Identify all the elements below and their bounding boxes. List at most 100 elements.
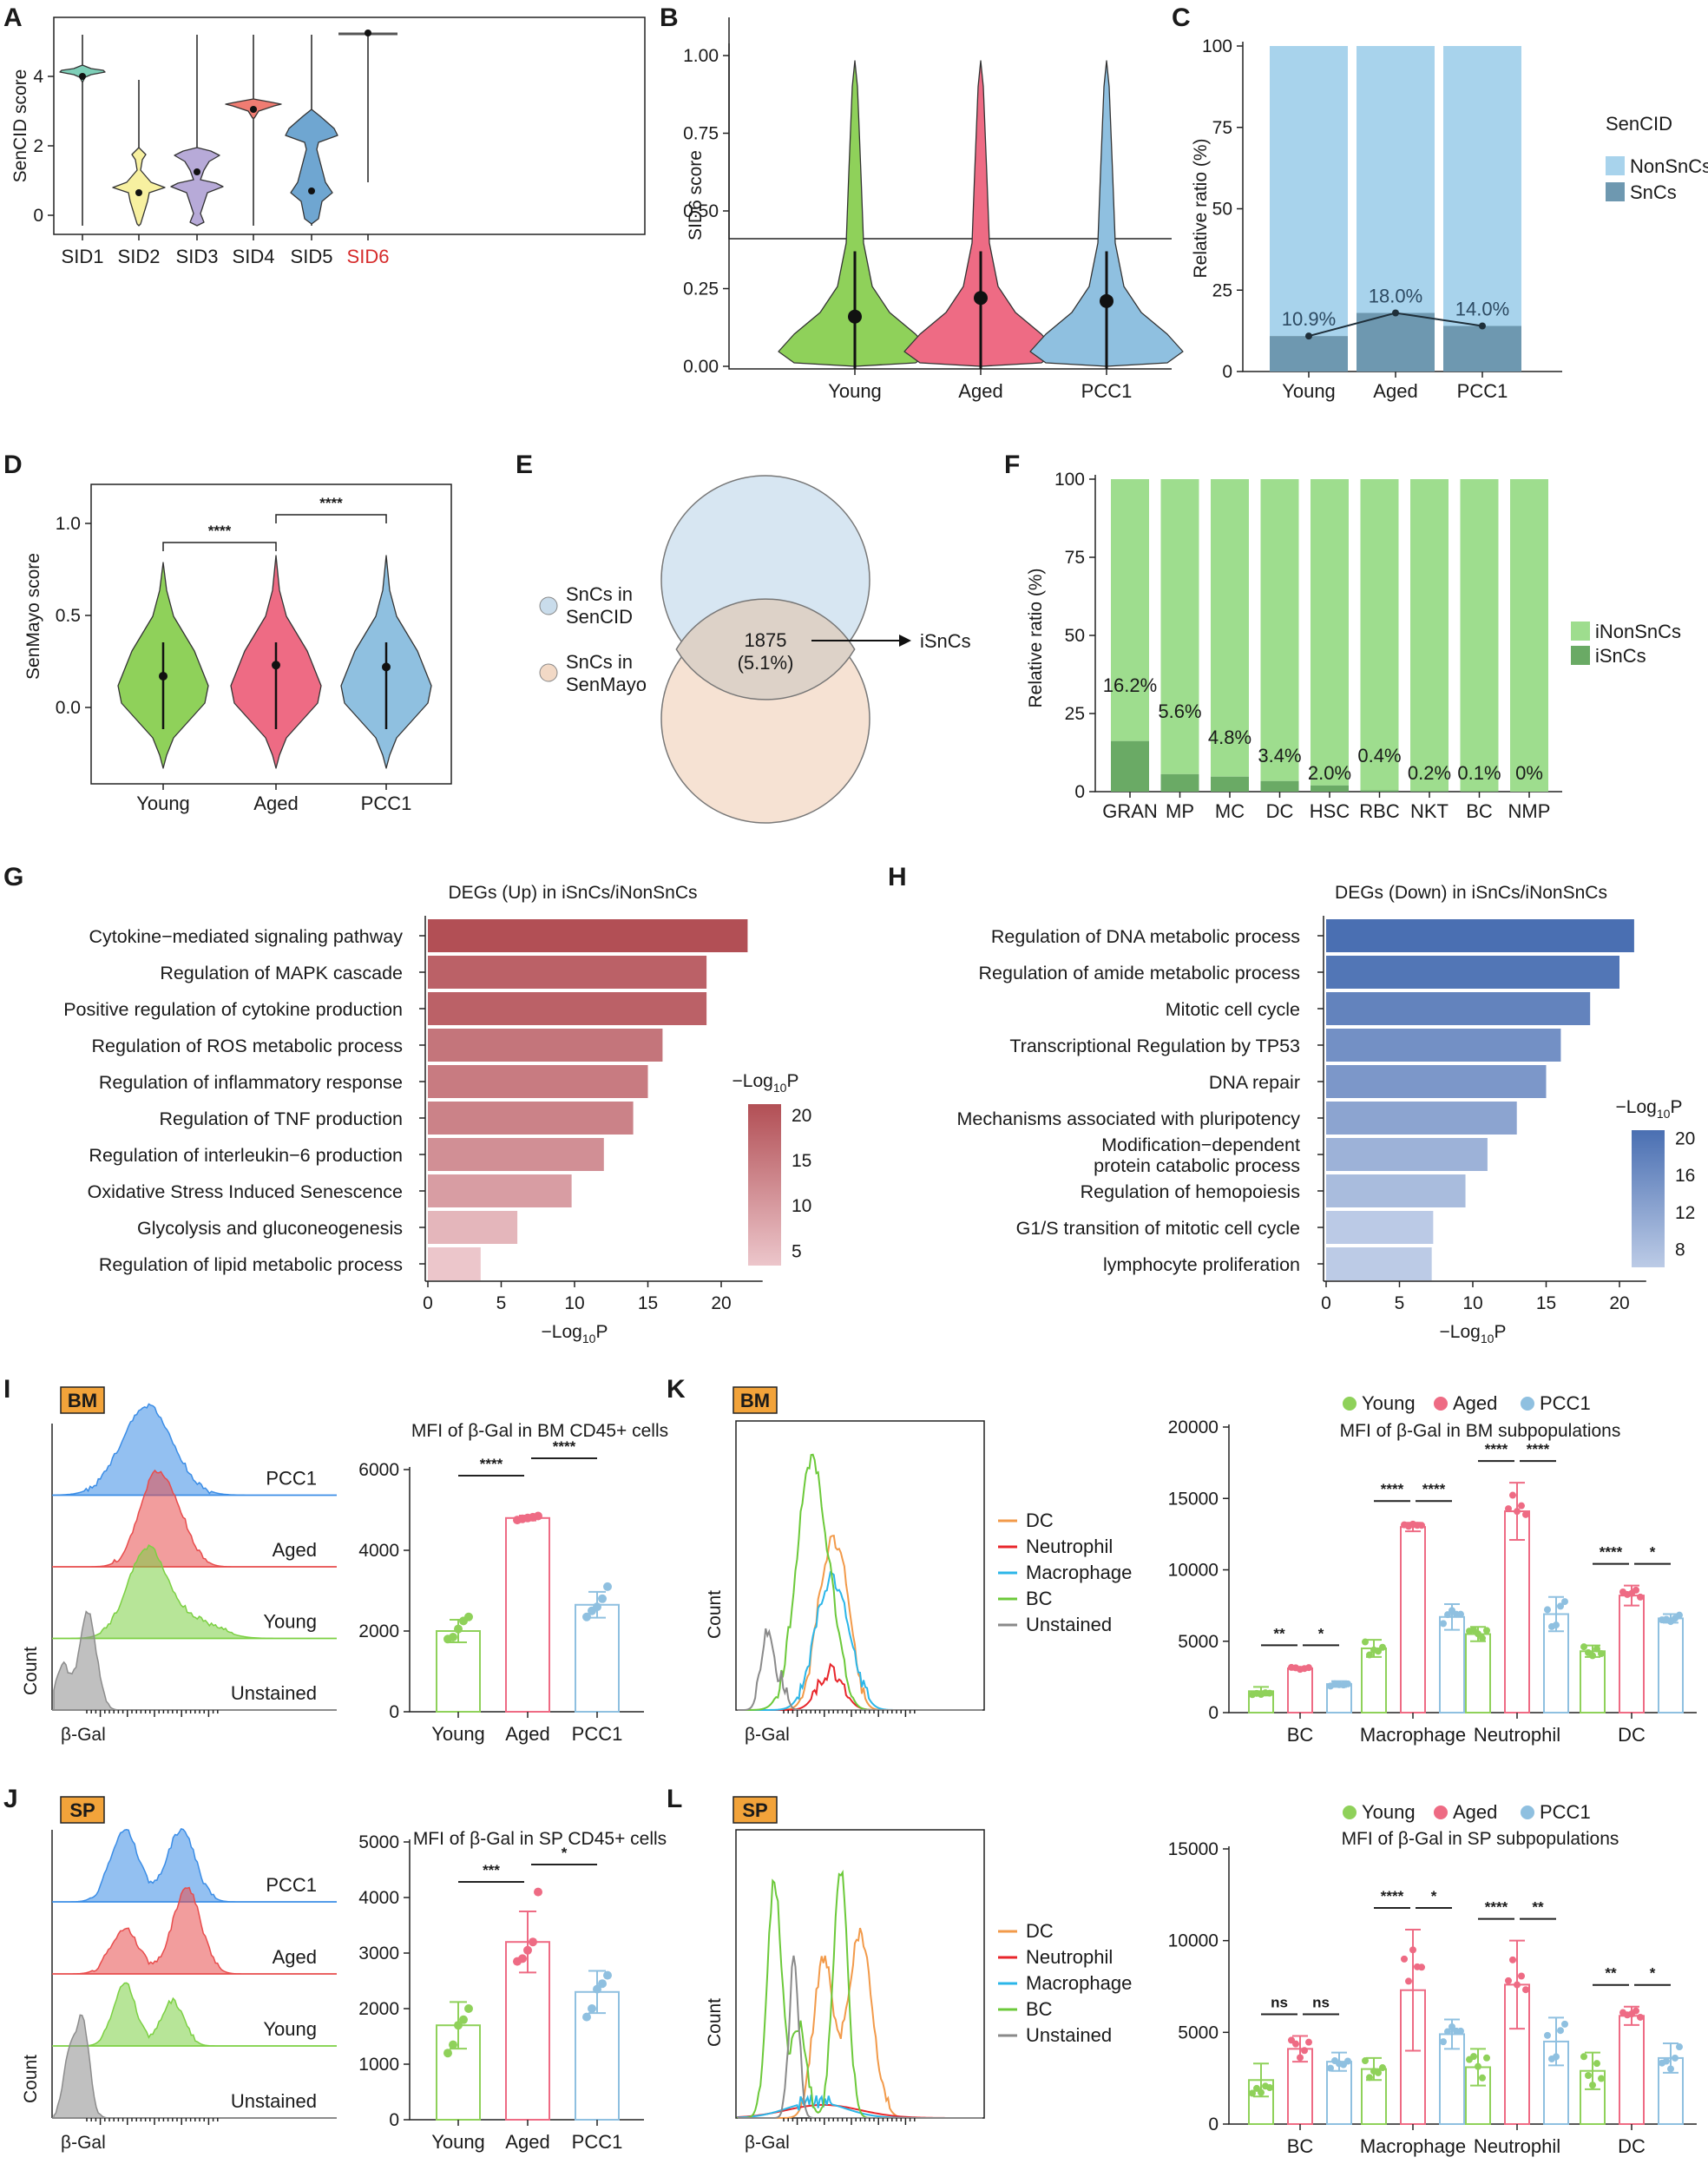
panel-b-category: Aged xyxy=(958,380,1002,402)
legend-swatch-inonsncs xyxy=(1571,622,1590,641)
panel-k-frame xyxy=(735,1420,985,1711)
panel-k-data-point xyxy=(1632,1586,1639,1594)
panel-k-y-tick-label: 0 xyxy=(1208,1703,1219,1723)
panel-b-y-tick-label: 0.50 xyxy=(683,201,719,221)
panel-j-y-tick-label: 2000 xyxy=(358,1999,399,2019)
panel-l-data-point xyxy=(1518,1972,1525,1980)
panel-j-title: MFI of β-Gal in SP CD45+ cells xyxy=(413,1829,667,1849)
venn-legend-senmayo-line2: SenMayo xyxy=(566,674,647,695)
panel-l-data-point xyxy=(1544,2031,1551,2039)
panel-j-data-point xyxy=(603,1970,612,1980)
violin-median xyxy=(194,168,200,175)
term-label: Regulation of amide metabolic process xyxy=(979,963,1300,983)
panel-l-data-point xyxy=(1344,2057,1351,2065)
bar-inonsncs xyxy=(1410,479,1449,792)
panel-k-sig-label: ** xyxy=(1273,1625,1285,1641)
panel-j-data-point xyxy=(449,2040,457,2049)
term-label: Glycolysis and gluconeogenesis xyxy=(137,1218,403,1239)
panel-i-sig-2-label: **** xyxy=(553,1438,576,1455)
panel-h-x-tick-label: 20 xyxy=(1609,1293,1629,1313)
panel-l-data-point xyxy=(1514,1981,1521,1989)
panel-l-data-point xyxy=(1553,2053,1560,2061)
panel-j-data-point xyxy=(518,1954,527,1963)
panel-k-y-tick-label: 15000 xyxy=(1168,1489,1219,1509)
panel-j-hist-label: Unstained xyxy=(231,2090,317,2112)
panel-l-legend-label: Aged xyxy=(1453,1801,1497,1823)
panel-a-y-tick-label: 4 xyxy=(33,67,43,87)
legend-label-sncs: SnCs xyxy=(1630,181,1677,203)
panel-h-colorbar xyxy=(1632,1130,1665,1267)
panel-k-sig-label: **** xyxy=(1422,1481,1446,1497)
panel-k-data-point xyxy=(1362,1638,1369,1646)
panel-j-y-tick-label: 4000 xyxy=(358,1888,399,1908)
panel-l-data-point xyxy=(1409,1946,1416,1954)
panel-i-category: Young xyxy=(431,1723,485,1745)
panel-k-data-point xyxy=(1475,1630,1481,1638)
panel-l-data-point xyxy=(1475,2062,1481,2070)
panel-l-data-point xyxy=(1418,1963,1425,1971)
panel-g-title: DEGs (Up) in iSnCs/iNonSnCs xyxy=(448,883,697,903)
violin-median xyxy=(1100,293,1113,308)
bar-value-label: 0.2% xyxy=(1408,762,1451,784)
panel-k-tag: BM xyxy=(740,1390,770,1411)
panel-j-ylabel: Count xyxy=(21,2055,41,2103)
panel-k-sig-label: **** xyxy=(1381,1481,1404,1497)
panel-k-data-point xyxy=(1637,1593,1644,1601)
panel-k-legend-dot xyxy=(1343,1397,1357,1411)
bar-term xyxy=(1326,1174,1466,1207)
panel-l-legend-label: DC xyxy=(1026,1920,1054,1942)
panel-l-data-point xyxy=(1292,2040,1299,2048)
panel-b-axes-full xyxy=(728,43,1172,370)
term-label: DNA repair xyxy=(1209,1072,1300,1093)
bar-term xyxy=(1326,1211,1434,1244)
panel-label-l: L xyxy=(667,1785,682,1813)
violin-sid5 xyxy=(285,109,338,225)
panel-b-y-tick-label: 0.00 xyxy=(683,357,719,377)
panel-f-category: RBC xyxy=(1359,800,1400,822)
panel-l-data-point xyxy=(1449,2023,1455,2031)
bar-term xyxy=(1326,1102,1517,1135)
panel-i-hist-label: Unstained xyxy=(231,1682,317,1704)
term-label: lymphocyte proliferation xyxy=(1103,1254,1300,1275)
panel-i-hist-label: Aged xyxy=(273,1539,317,1561)
panel-k-curve-neutrophil xyxy=(738,1662,982,1711)
violin-median xyxy=(79,73,86,80)
panel-j-category: Aged xyxy=(505,2131,549,2153)
panel-d-sig-1-label: **** xyxy=(208,523,232,539)
panel-j-data-point xyxy=(523,1945,532,1955)
panel-l-tag-box xyxy=(732,1796,778,1824)
panel-b-category: Young xyxy=(828,380,882,402)
panel-k-curve-bc xyxy=(738,1453,982,1711)
bar-value-label: 16.2% xyxy=(1103,674,1157,696)
panel-l-data-point xyxy=(1632,2007,1639,2015)
panel-k-category: Neutrophil xyxy=(1474,1724,1560,1746)
legend-title: SenCID xyxy=(1606,113,1672,135)
panel-l-legend-label: Macrophage xyxy=(1026,1972,1132,1994)
venn-overlap-count: 1875 xyxy=(745,629,787,651)
panel-k-legend-label: PCC1 xyxy=(1540,1392,1591,1414)
panel-l-curve-unstained xyxy=(738,1955,982,2119)
panel-l-sig-label: * xyxy=(1431,1888,1437,1904)
panel-j-category: Young xyxy=(431,2131,485,2153)
bar-term xyxy=(428,1029,663,1062)
panel-d-y-tick-label: 0.0 xyxy=(56,698,81,718)
panel-k-category: BC xyxy=(1287,1724,1314,1746)
legend-label-nonsncs: NonSnCs xyxy=(1630,155,1708,177)
panel-j-data-point xyxy=(593,1984,601,1994)
panel-label-i: I xyxy=(3,1375,10,1404)
panel-l-data-point xyxy=(1366,2074,1373,2082)
panel-l-data-point xyxy=(1509,1956,1516,1963)
panel-l-data-point xyxy=(1457,2027,1464,2035)
panel-l-sig-label: ns xyxy=(1271,1995,1288,2011)
panel-l-legend-dot xyxy=(1521,1806,1534,1819)
panel-k-bar-young xyxy=(1361,1647,1387,1713)
panel-l-legend-label: Young xyxy=(1362,1801,1416,1823)
panel-a-frame xyxy=(53,16,646,235)
panel-l-data-point xyxy=(1479,2074,1486,2082)
bar-inonsncs xyxy=(1360,479,1399,791)
panel-l-sig-label: ns xyxy=(1312,1995,1330,2011)
bar-isncs xyxy=(1260,780,1299,792)
panel-i-category: PCC1 xyxy=(572,1723,623,1745)
bar-inonsncs xyxy=(1160,479,1199,774)
venn-legend-senmayo-dot xyxy=(539,663,558,682)
